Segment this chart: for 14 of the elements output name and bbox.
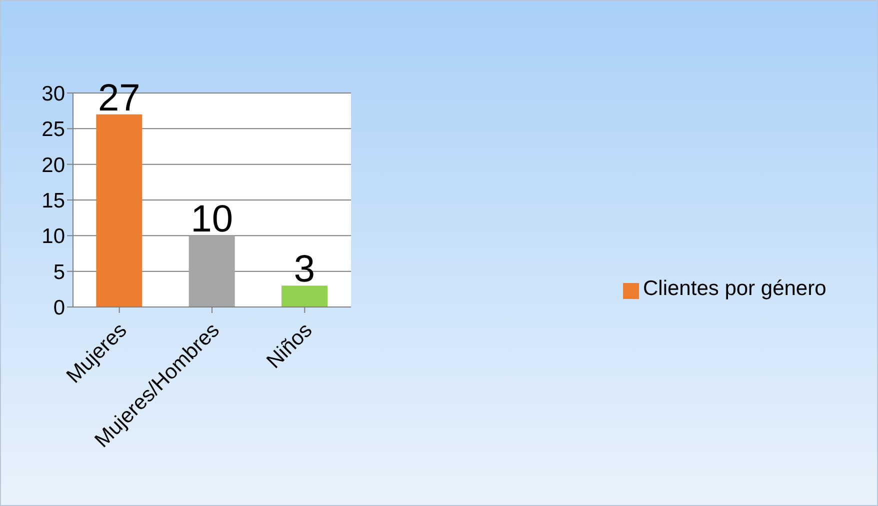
data-label: 10 (190, 198, 233, 241)
y-tick-label: 0 (53, 296, 65, 320)
bar (282, 286, 328, 307)
y-tick-label: 5 (53, 260, 65, 284)
y-tick-label: 20 (42, 154, 65, 177)
data-label: 3 (294, 248, 316, 291)
y-tick-label: 15 (42, 189, 65, 212)
y-tick-label: 30 (42, 82, 65, 106)
legend-label: Clientes por género (643, 277, 826, 300)
bar (188, 236, 235, 307)
y-tick-label: 10 (42, 225, 65, 248)
bar (96, 114, 142, 307)
y-tick-label: 25 (42, 118, 65, 142)
data-label: 27 (98, 77, 140, 120)
